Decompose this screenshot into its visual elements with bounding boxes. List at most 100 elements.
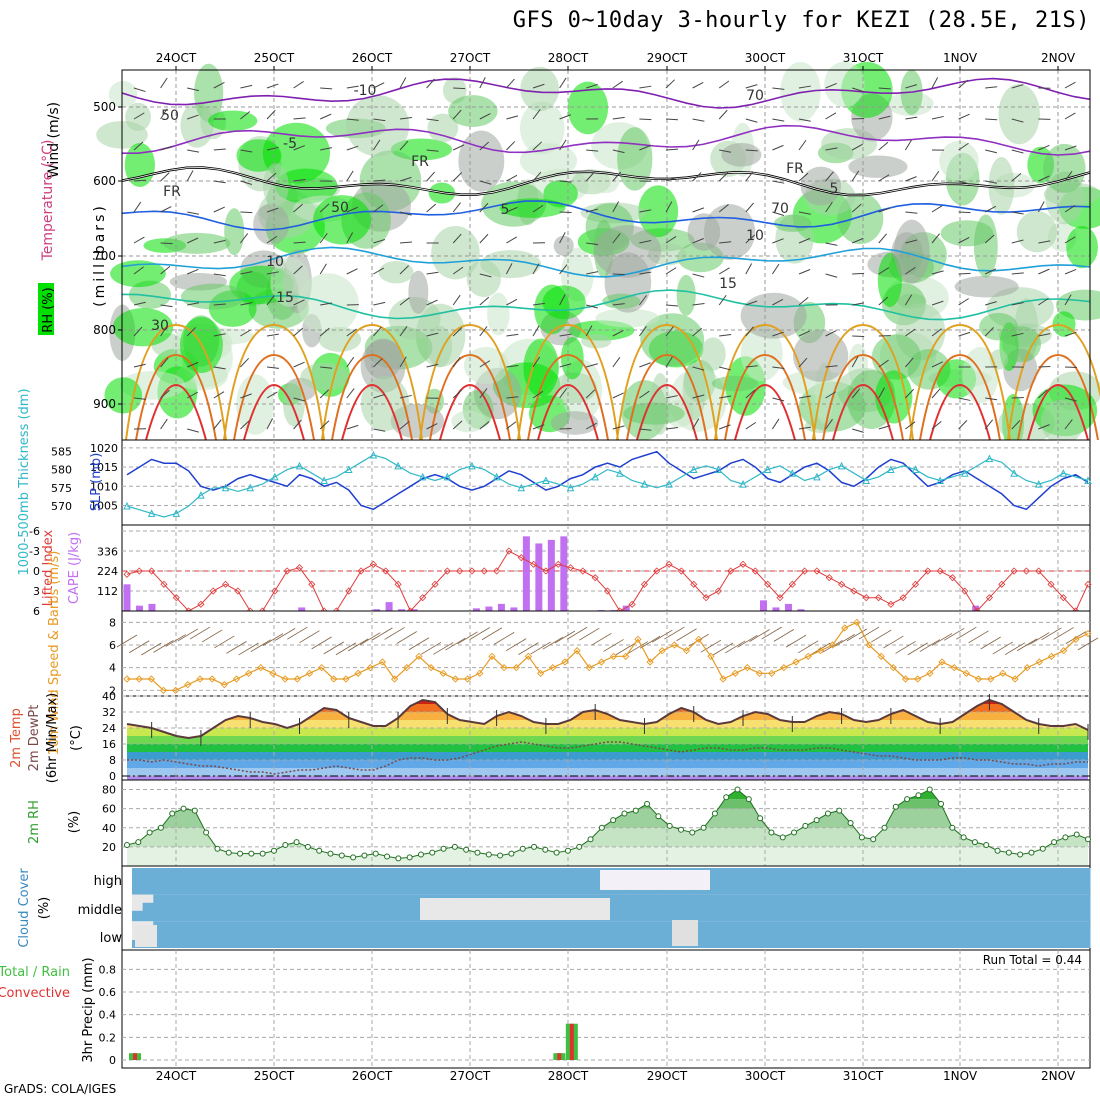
wind-barb (878, 207, 891, 213)
cloud-cell (738, 921, 750, 948)
wind-barb (559, 294, 566, 306)
cloud-cell (972, 868, 985, 895)
cloud-cell (813, 921, 825, 948)
surface-wind-barb (360, 632, 381, 646)
wind-barb (1064, 268, 1077, 275)
wind-barb (399, 117, 412, 120)
cloud-cell (696, 921, 708, 948)
warm-contour (517, 323, 619, 441)
wind-barb (1011, 149, 1024, 154)
wind-marker (755, 669, 764, 677)
cloud-cell (132, 910, 144, 922)
cloud-cell (898, 921, 910, 948)
wind-barb (692, 118, 705, 122)
cloud-cell (344, 894, 357, 922)
wind-barb (639, 271, 652, 275)
wind-barb (745, 202, 755, 213)
cloud-cell (568, 921, 580, 948)
cloud-cell (823, 868, 836, 895)
cloud-cell (355, 868, 367, 895)
warm-contour (919, 353, 1001, 441)
rh-shade (487, 292, 510, 336)
bottom-date-label: 25OCT (254, 1069, 295, 1083)
wind-marker (646, 658, 654, 666)
wind-barb (452, 294, 461, 306)
wind-barb (1064, 81, 1076, 89)
rh-marker (666, 822, 673, 829)
warm-contour (1027, 383, 1089, 441)
lifted-marker (172, 594, 180, 602)
rh-marker (451, 843, 458, 850)
rh-marker (417, 851, 424, 858)
cloud-cell (568, 868, 580, 895)
wind-barb (266, 295, 275, 306)
wind-barb (905, 388, 914, 399)
rh-shade (595, 308, 660, 328)
wind-marker (196, 675, 204, 683)
wind-barb (718, 267, 730, 275)
cloud-cell (376, 894, 388, 922)
rh-marker (723, 794, 730, 801)
cloud-cell (163, 894, 176, 922)
wind-barb (665, 176, 678, 182)
surface-wind-barb (433, 642, 454, 655)
rh-shade (979, 312, 1018, 341)
rh-marker (270, 847, 277, 854)
rh-marker (429, 849, 436, 856)
rh-marker (1017, 851, 1024, 858)
wind-barb (745, 234, 756, 244)
top-date-label: 1NOV (943, 51, 978, 65)
isotherm-line (121, 77, 1091, 109)
wind-barb (1011, 272, 1024, 275)
wind-barb (586, 363, 598, 368)
wind-barb (213, 303, 226, 306)
rh-shade (988, 157, 1015, 215)
rh-marker (598, 824, 605, 831)
surface-wind-barb (189, 626, 211, 640)
wind-marker (451, 675, 460, 683)
cloud-cell (227, 921, 239, 948)
wind-barb (266, 109, 276, 120)
wind-marker (403, 664, 411, 672)
wind-barb (559, 363, 572, 368)
wind-barb (665, 267, 677, 275)
rh-marker (485, 851, 492, 858)
cloud-cell (451, 921, 463, 948)
wind-barb (532, 109, 541, 120)
rh-marker (847, 820, 854, 826)
wind-barb (852, 428, 864, 433)
surface-wind-barb (785, 634, 807, 648)
wind-marker (901, 675, 910, 683)
cloud-cell (834, 921, 846, 948)
wind-barb (160, 266, 171, 275)
wind-barb (133, 266, 144, 275)
wind-barb (745, 389, 756, 399)
thickness-marker (763, 465, 772, 474)
wind-barb (958, 397, 971, 401)
cloud-cell (238, 868, 250, 895)
wind-barb (293, 203, 303, 213)
wind-barb (1038, 424, 1050, 430)
wind-marker (1084, 630, 1092, 638)
warm-contour (909, 323, 1011, 441)
wind-barb (692, 82, 704, 89)
rh-marker (338, 852, 345, 859)
rh-shade (408, 270, 429, 314)
lifted-marker (530, 560, 538, 568)
temp-band (127, 760, 1088, 768)
wind-barb (319, 263, 327, 275)
wind-barb (320, 366, 333, 369)
wind-barb (798, 269, 811, 275)
cloud-cell (962, 894, 974, 922)
wind-barb (1038, 268, 1050, 275)
wind-barb (240, 84, 253, 89)
wind-barb (586, 208, 598, 213)
cloud-cell (589, 921, 601, 948)
cloud-cell (270, 921, 282, 948)
wind-barb (1064, 366, 1078, 369)
wind-barb (638, 295, 647, 306)
wind-barb (213, 180, 226, 184)
wind-marker (427, 664, 435, 672)
wind-barb (931, 300, 944, 306)
rh-marker (203, 829, 210, 836)
